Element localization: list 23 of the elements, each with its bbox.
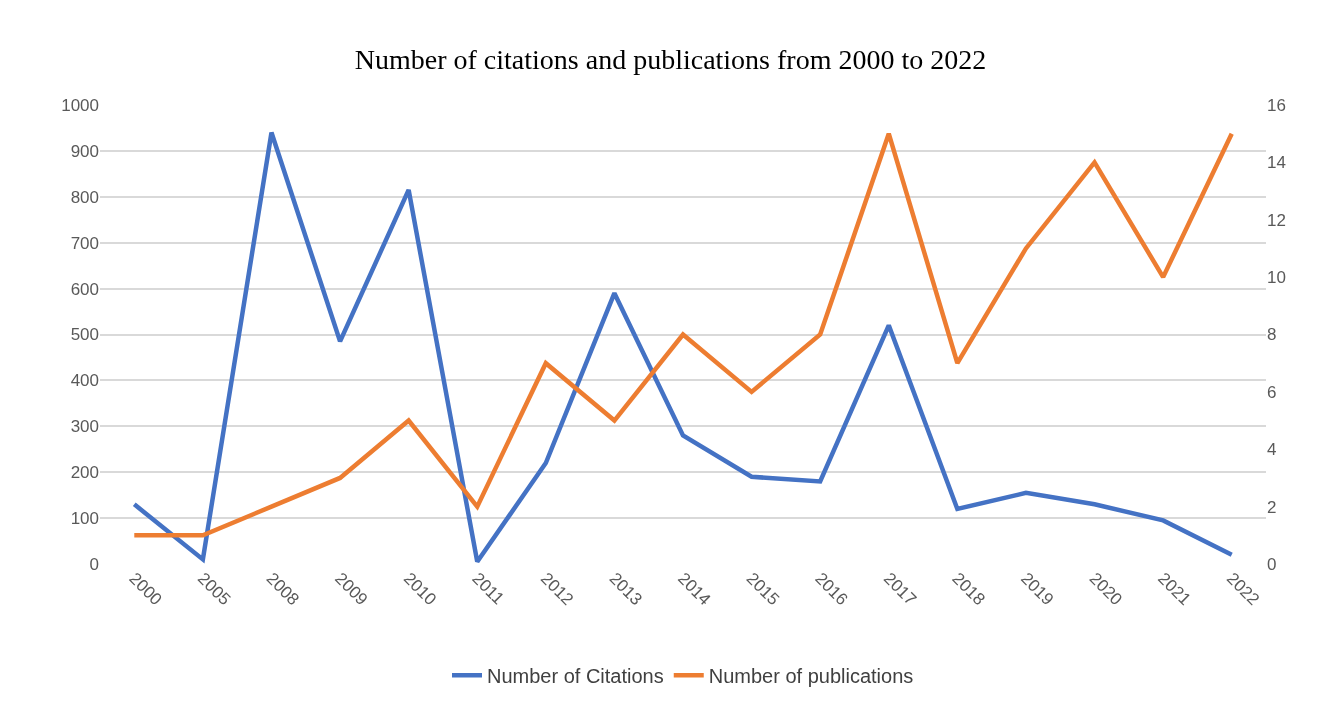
y-tick-label: 500 bbox=[70, 325, 99, 345]
y-tick-label: 300 bbox=[70, 417, 99, 437]
y-tick-label: 400 bbox=[70, 371, 99, 391]
y2-tick-label: 2 bbox=[1267, 497, 1277, 517]
y-tick-label: 600 bbox=[70, 279, 99, 299]
y2-tick-label: 0 bbox=[1267, 554, 1277, 574]
y-tick-label: 1000 bbox=[61, 95, 99, 115]
legend-label: Number of publications bbox=[708, 665, 914, 688]
legend-label: Number of Citations bbox=[487, 665, 664, 688]
y2-tick-label: 14 bbox=[1267, 153, 1286, 173]
y2-tick-label: 12 bbox=[1267, 210, 1286, 230]
y2-tick-label: 6 bbox=[1267, 382, 1277, 402]
y-tick-label: 100 bbox=[70, 509, 99, 529]
y-tick-label: 900 bbox=[70, 141, 99, 161]
y-tick-label: 800 bbox=[70, 187, 99, 207]
y2-tick-label: 8 bbox=[1267, 325, 1277, 345]
y-tick-label: 0 bbox=[89, 554, 99, 574]
y2-tick-label: 16 bbox=[1267, 95, 1286, 115]
y2-tick-label: 10 bbox=[1267, 268, 1286, 288]
y-tick-label: 700 bbox=[70, 233, 99, 253]
y2-tick-label: 4 bbox=[1267, 440, 1277, 460]
chart-title: Number of citations and publications from 2000 to 2022 bbox=[354, 44, 987, 76]
y-tick-label: 200 bbox=[70, 463, 99, 483]
